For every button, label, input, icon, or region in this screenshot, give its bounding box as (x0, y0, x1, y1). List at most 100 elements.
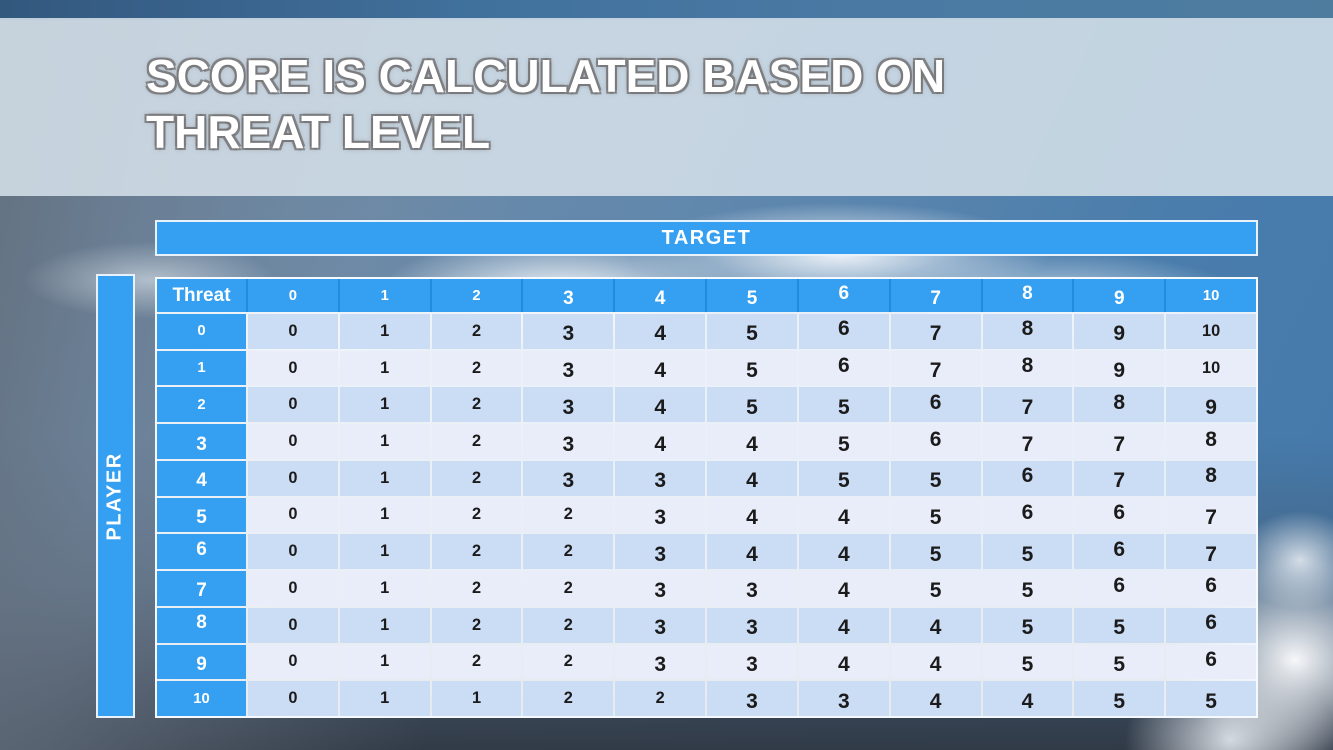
score-cell-r3-c4: 4 (615, 424, 706, 459)
sky-top-strip (0, 0, 1333, 20)
score-cell-r4-c4: 3 (615, 460, 706, 496)
column-header-9: 9 (1074, 279, 1165, 312)
score-cell-r1-c7: 7 (890, 350, 981, 386)
score-cell-r4-c6: 5 (798, 460, 889, 496)
score-cell-r10-c2: 1 (431, 681, 522, 716)
score-cell-r0-c1: 1 (339, 314, 430, 349)
score-cell-r8-c3: 2 (523, 607, 614, 643)
score-cell-r7-c6: 4 (798, 571, 889, 606)
score-cell-r5-c4: 3 (615, 497, 706, 533)
score-cell-r1-c10: 10 (1166, 350, 1256, 386)
score-cell-r1-c3: 3 (523, 350, 614, 386)
score-cell-r5-c8: 6 (982, 497, 1073, 533)
score-cell-r6-c8: 5 (982, 534, 1073, 570)
score-cell-r3-c8: 7 (982, 424, 1073, 459)
score-cell-r2-c9: 8 (1074, 387, 1165, 423)
column-header-7: 7 (890, 279, 981, 312)
score-cell-r0-c2: 2 (431, 314, 522, 349)
score-cell-r4-c5: 4 (707, 460, 797, 496)
score-cell-r5-c9: 6 (1074, 497, 1165, 533)
column-header-10: 10 (1166, 279, 1256, 312)
row-label-5: 5 (157, 497, 246, 533)
score-cell-r4-c2: 2 (431, 460, 522, 496)
score-cell-r4-c8: 6 (982, 460, 1073, 496)
score-cell-r10-c7: 4 (890, 681, 981, 716)
score-cell-r6-c4: 3 (615, 534, 706, 570)
score-cell-r2-c2: 2 (431, 387, 522, 423)
score-cell-r9-c0: 0 (248, 644, 338, 680)
target-label: TARGET (661, 226, 752, 249)
score-cell-r5-c6: 4 (798, 497, 889, 533)
title-band: SCORE IS CALCULATED BASED ON THREAT LEVEL (0, 18, 1333, 196)
row-label-9: 9 (157, 644, 246, 680)
slide-title-line1: SCORE IS CALCULATED BASED ON (146, 50, 946, 102)
score-cell-r10-c6: 3 (798, 681, 889, 716)
score-cell-r8-c0: 0 (248, 607, 338, 643)
column-header-6: 6 (798, 279, 889, 312)
score-cell-r5-c10: 7 (1166, 497, 1256, 533)
score-cell-r6-c9: 6 (1074, 534, 1165, 570)
score-cell-r7-c4: 3 (615, 571, 706, 606)
score-cell-r1-c6: 6 (798, 350, 889, 386)
column-header-4: 4 (615, 279, 706, 312)
score-cell-r3-c9: 7 (1074, 424, 1165, 459)
score-cell-r9-c10: 6 (1166, 644, 1256, 680)
score-cell-r2-c7: 6 (890, 387, 981, 423)
score-cell-r6-c6: 4 (798, 534, 889, 570)
score-cell-r10-c3: 2 (523, 681, 614, 716)
score-cell-r1-c4: 4 (615, 350, 706, 386)
score-cell-r6-c3: 2 (523, 534, 614, 570)
row-label-10: 10 (157, 681, 246, 716)
row-label-8: 8 (157, 607, 246, 643)
row-label-1: 1 (157, 350, 246, 386)
score-cell-r9-c6: 4 (798, 644, 889, 680)
row-label-6: 6 (157, 534, 246, 570)
score-cell-r10-c1: 1 (339, 681, 430, 716)
score-cell-r8-c8: 5 (982, 607, 1073, 643)
score-cell-r10-c10: 5 (1166, 681, 1256, 716)
score-cell-r3-c6: 5 (798, 424, 889, 459)
score-cell-r2-c3: 3 (523, 387, 614, 423)
score-cell-r6-c1: 1 (339, 534, 430, 570)
score-cell-r3-c2: 2 (431, 424, 522, 459)
score-cell-r7-c1: 1 (339, 571, 430, 606)
score-cell-r5-c5: 4 (707, 497, 797, 533)
column-header-8: 8 (982, 279, 1073, 312)
score-cell-r5-c2: 2 (431, 497, 522, 533)
player-label: PLAYER (104, 451, 127, 541)
column-header-0: 0 (248, 279, 338, 312)
score-cell-r5-c7: 5 (890, 497, 981, 533)
score-cell-r2-c10: 9 (1166, 387, 1256, 423)
score-cell-r7-c8: 5 (982, 571, 1073, 606)
score-cell-r6-c7: 5 (890, 534, 981, 570)
player-header-bar: PLAYER (96, 274, 135, 718)
score-cell-r3-c0: 0 (248, 424, 338, 459)
slide-title: SCORE IS CALCULATED BASED ON THREAT LEVEL (146, 48, 945, 160)
score-cell-r9-c8: 5 (982, 644, 1073, 680)
score-cell-r1-c1: 1 (339, 350, 430, 386)
score-cell-r4-c3: 3 (523, 460, 614, 496)
score-cell-r8-c5: 3 (707, 607, 797, 643)
score-cell-r2-c4: 4 (615, 387, 706, 423)
score-cell-r9-c3: 2 (523, 644, 614, 680)
score-cell-r9-c1: 1 (339, 644, 430, 680)
score-cell-r1-c8: 8 (982, 350, 1073, 386)
column-header-1: 1 (339, 279, 430, 312)
score-cell-r9-c7: 4 (890, 644, 981, 680)
score-cell-r0-c4: 4 (615, 314, 706, 349)
score-cell-r3-c7: 6 (890, 424, 981, 459)
score-cell-r6-c10: 7 (1166, 534, 1256, 570)
score-cell-r8-c4: 3 (615, 607, 706, 643)
score-cell-r2-c5: 5 (707, 387, 797, 423)
column-header-5: 5 (707, 279, 797, 312)
score-cell-r2-c6: 5 (798, 387, 889, 423)
score-cell-r7-c3: 2 (523, 571, 614, 606)
score-cell-r2-c0: 0 (248, 387, 338, 423)
score-cell-r8-c10: 6 (1166, 607, 1256, 643)
column-header-3: 3 (523, 279, 614, 312)
score-cell-r5-c0: 0 (248, 497, 338, 533)
score-cell-r3-c10: 8 (1166, 424, 1256, 459)
score-cell-r8-c7: 4 (890, 607, 981, 643)
score-cell-r4-c1: 1 (339, 460, 430, 496)
